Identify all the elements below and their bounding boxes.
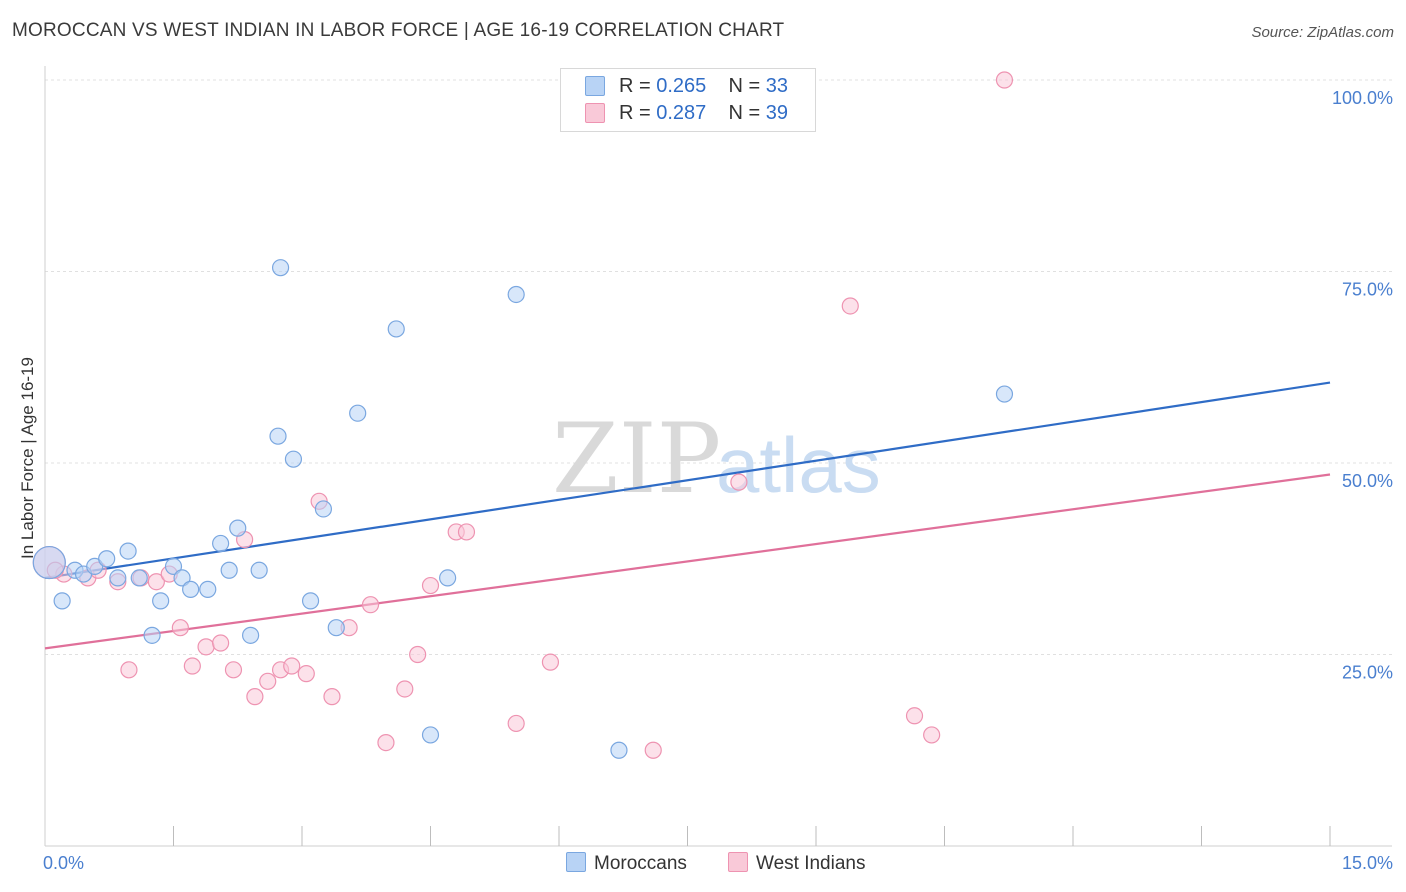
moroccan-point: [250, 561, 268, 579]
west-indian-point: [147, 573, 165, 591]
west-indians-legend-swatch: [728, 852, 748, 872]
moroccan-point: [610, 741, 628, 759]
moroccan-point: [349, 404, 367, 422]
watermark-zip: ZIP: [552, 403, 721, 515]
source-attribution[interactable]: Source: ZipAtlas.com: [1251, 24, 1394, 41]
stats-legend: R = 0.265 N = 33 R = 0.287 N = 39: [560, 68, 816, 132]
y-tick-label: 75.0%: [1342, 280, 1393, 300]
west-indian-point: [183, 657, 201, 675]
moroccan-point: [995, 385, 1014, 403]
moroccan-point: [86, 557, 104, 576]
y-axis-label: In Labor Force | Age 16-19: [18, 357, 37, 559]
west-indian-point: [212, 634, 230, 652]
moroccan-point: [143, 626, 161, 644]
west-indians-swatch: [585, 103, 605, 123]
moroccans-trend-line: [44, 381, 1331, 579]
west-indians-r-value: 0.287: [656, 102, 707, 124]
moroccan-point: [109, 569, 127, 587]
moroccan-point: [164, 557, 183, 576]
moroccan-point: [507, 285, 525, 304]
west-indian-point: [361, 596, 380, 614]
x-tick-label: 15.0%: [1342, 853, 1393, 873]
moroccans-swatch: [585, 76, 605, 96]
x-tick-label: 0.0%: [43, 853, 84, 873]
moroccan-point: [130, 569, 148, 587]
moroccan-point: [284, 450, 303, 468]
moroccan-point: [32, 545, 66, 580]
moroccan-point: [327, 619, 345, 637]
moroccan-point: [387, 320, 405, 338]
moroccan-point: [271, 259, 290, 277]
moroccans-legend-label: Moroccans: [594, 853, 687, 874]
chart-title: MOROCCAN VS WEST INDIAN IN LABOR FORCE |…: [12, 20, 785, 41]
moroccan-point: [421, 726, 440, 744]
y-tick-label: 100.0%: [1332, 88, 1393, 108]
moroccan-point: [439, 569, 457, 587]
moroccan-point: [212, 534, 230, 553]
r-label: R =: [619, 102, 651, 124]
legend-item-moroccans[interactable]: Moroccans: [566, 852, 687, 875]
moroccan-point: [242, 626, 260, 644]
west-indians-legend-label: West Indians: [756, 853, 866, 874]
west-indian-point: [171, 619, 189, 637]
moroccan-point: [173, 569, 191, 587]
n-label: N =: [728, 75, 761, 97]
moroccan-point: [152, 592, 170, 610]
moroccan-point: [182, 580, 200, 598]
west-indian-point: [507, 714, 525, 733]
west-indian-point: [541, 653, 560, 671]
legend-item-west-indians[interactable]: West Indians: [728, 852, 865, 875]
west-indians-n-value: 39: [765, 102, 789, 124]
r-label: R =: [619, 75, 651, 97]
west-indian-point: [995, 71, 1014, 89]
west-indian-point: [905, 707, 924, 725]
y-tick-label: 25.0%: [1342, 663, 1393, 683]
west-indians-trend-line: [44, 473, 1331, 650]
west-indian-point: [323, 688, 341, 706]
west-indian-point: [120, 661, 138, 679]
west-indian-point: [457, 523, 476, 541]
west-indian-point: [377, 733, 395, 752]
moroccans-legend-swatch: [566, 852, 586, 872]
trend-lines: [44, 381, 1331, 650]
west-indian-point: [396, 680, 414, 698]
west-indian-point: [197, 638, 215, 656]
moroccan-point: [98, 550, 116, 568]
data-points: [32, 71, 1014, 759]
west-indian-point: [246, 688, 264, 706]
west-indian-point: [841, 297, 859, 315]
west-indian-point: [644, 741, 662, 759]
axes: 25.0% 50.0% 75.0% 100.0% 0.0% 15.0%: [43, 66, 1393, 873]
moroccan-point: [220, 561, 238, 579]
moroccans-r-value: 0.265: [656, 75, 707, 97]
west-indian-point: [409, 645, 427, 664]
moroccan-point: [199, 580, 217, 598]
moroccan-point: [269, 427, 287, 445]
gridlines: [45, 79, 1392, 655]
n-label: N =: [728, 102, 761, 124]
moroccan-point: [301, 592, 320, 610]
moroccan-point: [53, 592, 71, 610]
y-tick-label: 50.0%: [1342, 471, 1393, 491]
west-indian-point: [259, 672, 277, 690]
west-indian-point: [730, 473, 748, 491]
west-indian-point: [421, 576, 440, 595]
moroccan-point: [314, 500, 333, 518]
west-indian-point: [923, 726, 941, 744]
west-indian-point: [297, 665, 315, 683]
west-indian-point: [224, 661, 243, 679]
moroccan-point: [119, 542, 137, 560]
watermark-atlas: atlas: [716, 421, 881, 509]
west-indian-point: [283, 657, 301, 675]
moroccan-point: [229, 519, 247, 537]
moroccans-n-value: 33: [765, 75, 789, 97]
